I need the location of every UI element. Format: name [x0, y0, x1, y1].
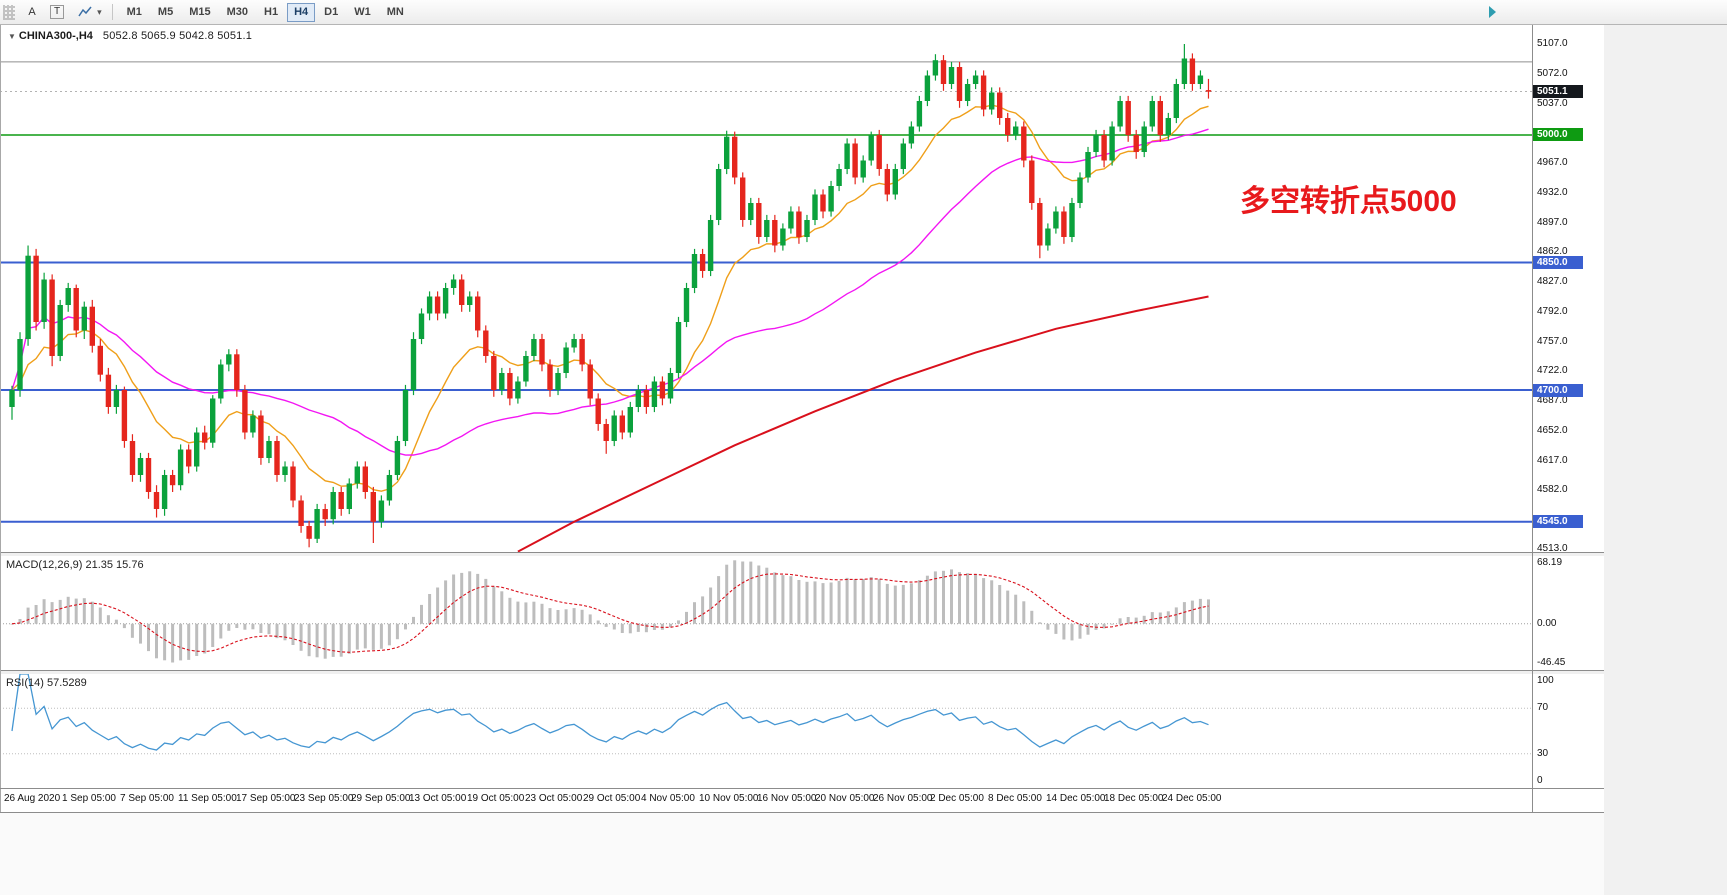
rsi-axis-label: 70: [1537, 702, 1549, 713]
time-axis-label: 4 Nov 05:00: [641, 793, 695, 804]
bottom-filler: [0, 813, 1604, 895]
timeframe-button-H4[interactable]: H4: [287, 2, 316, 22]
price-axis-separator: [1532, 25, 1533, 812]
price-tick-label: 4967.0: [1537, 157, 1568, 168]
macd-axis-label: -46.45: [1537, 657, 1566, 668]
time-axis-label: 29 Sep 05:00: [351, 793, 411, 804]
text-tool-button[interactable]: T: [44, 3, 70, 22]
panel-splitter[interactable]: [0, 670, 1604, 674]
price-tick-label: 4617.0: [1537, 455, 1568, 466]
rsi-axis-label: 30: [1537, 748, 1549, 759]
time-axis-label: 23 Sep 05:00: [294, 793, 354, 804]
chart-ohlc-values: 5052.8 5065.9 5042.8 5051.1: [102, 30, 253, 42]
chart-title: ▼ CHINA300-,H4 5052.8 5065.9 5042.8 5051.1: [8, 30, 252, 42]
ohlc-toggle-arrow-icon[interactable]: ▼: [8, 32, 16, 41]
price-tick-label: 4513.0: [1537, 543, 1568, 554]
time-axis-label: 7 Sep 05:00: [120, 793, 174, 804]
price-tick-label: 5037.0: [1537, 98, 1568, 109]
price-tick-label: 4722.0: [1537, 365, 1568, 376]
time-axis-label: 26 Nov 05:00: [873, 793, 933, 804]
price-tick-label: 4827.0: [1537, 276, 1568, 287]
rsi-axis-label: 100: [1537, 675, 1554, 686]
candlestick-chart-canvas[interactable]: [0, 25, 1532, 552]
hline-4850-badge: 4850.0: [1533, 256, 1583, 269]
time-axis-label: 17 Sep 05:00: [236, 793, 296, 804]
timeframe-button-W1[interactable]: W1: [347, 3, 378, 22]
current-price-badge: 5051.1: [1533, 85, 1583, 98]
macd-axis-label: 68.19: [1537, 557, 1563, 568]
hline-5000-badge: 5000.0: [1533, 128, 1583, 141]
chart-left-border: [0, 25, 1, 812]
chart-shift-marker[interactable]: [1489, 6, 1496, 18]
price-tick-label: 5072.0: [1537, 68, 1568, 79]
toolbar-separator: [111, 4, 113, 20]
time-axis-label: 10 Nov 05:00: [699, 793, 759, 804]
timeframe-button-MN[interactable]: MN: [380, 3, 411, 22]
toolbar-drag-handle-icon[interactable]: [3, 4, 15, 20]
time-axis-separator: [0, 788, 1604, 789]
timeframe-button-M30[interactable]: M30: [220, 3, 255, 22]
macd-panel-canvas[interactable]: [0, 556, 1532, 670]
time-axis-label: 18 Dec 05:00: [1104, 793, 1164, 804]
time-axis-label: 8 Dec 05:00: [988, 793, 1042, 804]
time-axis-label: 23 Oct 05:00: [525, 793, 583, 804]
time-axis-label: 26 Aug 2020: [4, 793, 61, 804]
timeframe-button-M15[interactable]: M15: [182, 3, 217, 22]
price-tick-label: 4897.0: [1537, 217, 1568, 228]
timeframe-button-H1[interactable]: H1: [257, 3, 285, 22]
price-tick-label: 4757.0: [1537, 336, 1568, 347]
price-tick-label: 5107.0: [1537, 38, 1568, 49]
time-axis-label: 29 Oct 05:00: [583, 793, 641, 804]
price-tick-label: 4792.0: [1537, 306, 1568, 317]
line-studies-button[interactable]: [72, 3, 98, 22]
timeframe-button-D1[interactable]: D1: [317, 3, 345, 22]
price-tick-label: 4582.0: [1537, 484, 1568, 495]
annotation-tool-button[interactable]: A: [22, 3, 42, 22]
rsi-panel-canvas[interactable]: [0, 674, 1532, 788]
window-filler: [1604, 25, 1727, 895]
time-axis-label: 13 Oct 05:00: [409, 793, 467, 804]
time-axis-label: 14 Dec 05:00: [1046, 793, 1106, 804]
price-tick-label: 4687.0: [1537, 395, 1568, 406]
hline-4700-badge: 4700.0: [1533, 384, 1583, 397]
time-axis-label: 20 Nov 05:00: [815, 793, 875, 804]
time-axis[interactable]: 26 Aug 2020 1 Sep 05:00 7 Sep 05:00 11 Sep …: [0, 789, 1604, 813]
text-tool-icon: T: [50, 5, 65, 19]
hline-4545-badge: 4545.0: [1533, 515, 1583, 528]
rsi-axis-label: 0: [1537, 775, 1543, 786]
timeframe-button-group: M1 M5 M15 M30 H1 H4 D1 W1 MN: [119, 2, 412, 22]
timeframe-button-M5[interactable]: M5: [151, 3, 180, 22]
time-axis-label: 1 Sep 05:00: [62, 793, 116, 804]
chart-symbol-label: CHINA300-,H4: [18, 30, 93, 42]
time-axis-label: 11 Sep 05:00: [178, 793, 237, 804]
price-tick-label: 4652.0: [1537, 425, 1568, 436]
price-tick-label: 4862.0: [1537, 246, 1568, 257]
chart-bottom-border: [0, 812, 1604, 813]
timeframe-button-M1[interactable]: M1: [120, 3, 149, 22]
rsi-indicator-label: RSI(14) 57.5289: [6, 677, 87, 689]
main-toolbar: A T ▾ M1 M5 M15 M30 H1 H4 D1 W1 MN: [0, 0, 1727, 25]
macd-indicator-label: MACD(12,26,9) 21.35 15.76: [6, 559, 144, 571]
time-axis-label: 19 Oct 05:00: [467, 793, 525, 804]
chevron-down-icon[interactable]: ▾: [97, 6, 102, 17]
time-axis-label: 24 Dec 05:00: [1162, 793, 1222, 804]
time-axis-label: 16 Nov 05:00: [757, 793, 817, 804]
trendline-icon: [78, 6, 92, 17]
price-axis: 5107.05072.05037.05002.04967.04932.04897…: [1533, 25, 1604, 812]
macd-axis-label: 0.00: [1537, 618, 1557, 629]
chart-annotation-text: 多空转折点5000: [1240, 185, 1457, 218]
panel-splitter[interactable]: [0, 552, 1604, 556]
price-tick-label: 4932.0: [1537, 187, 1568, 198]
time-axis-label: 2 Dec 05:00: [930, 793, 984, 804]
